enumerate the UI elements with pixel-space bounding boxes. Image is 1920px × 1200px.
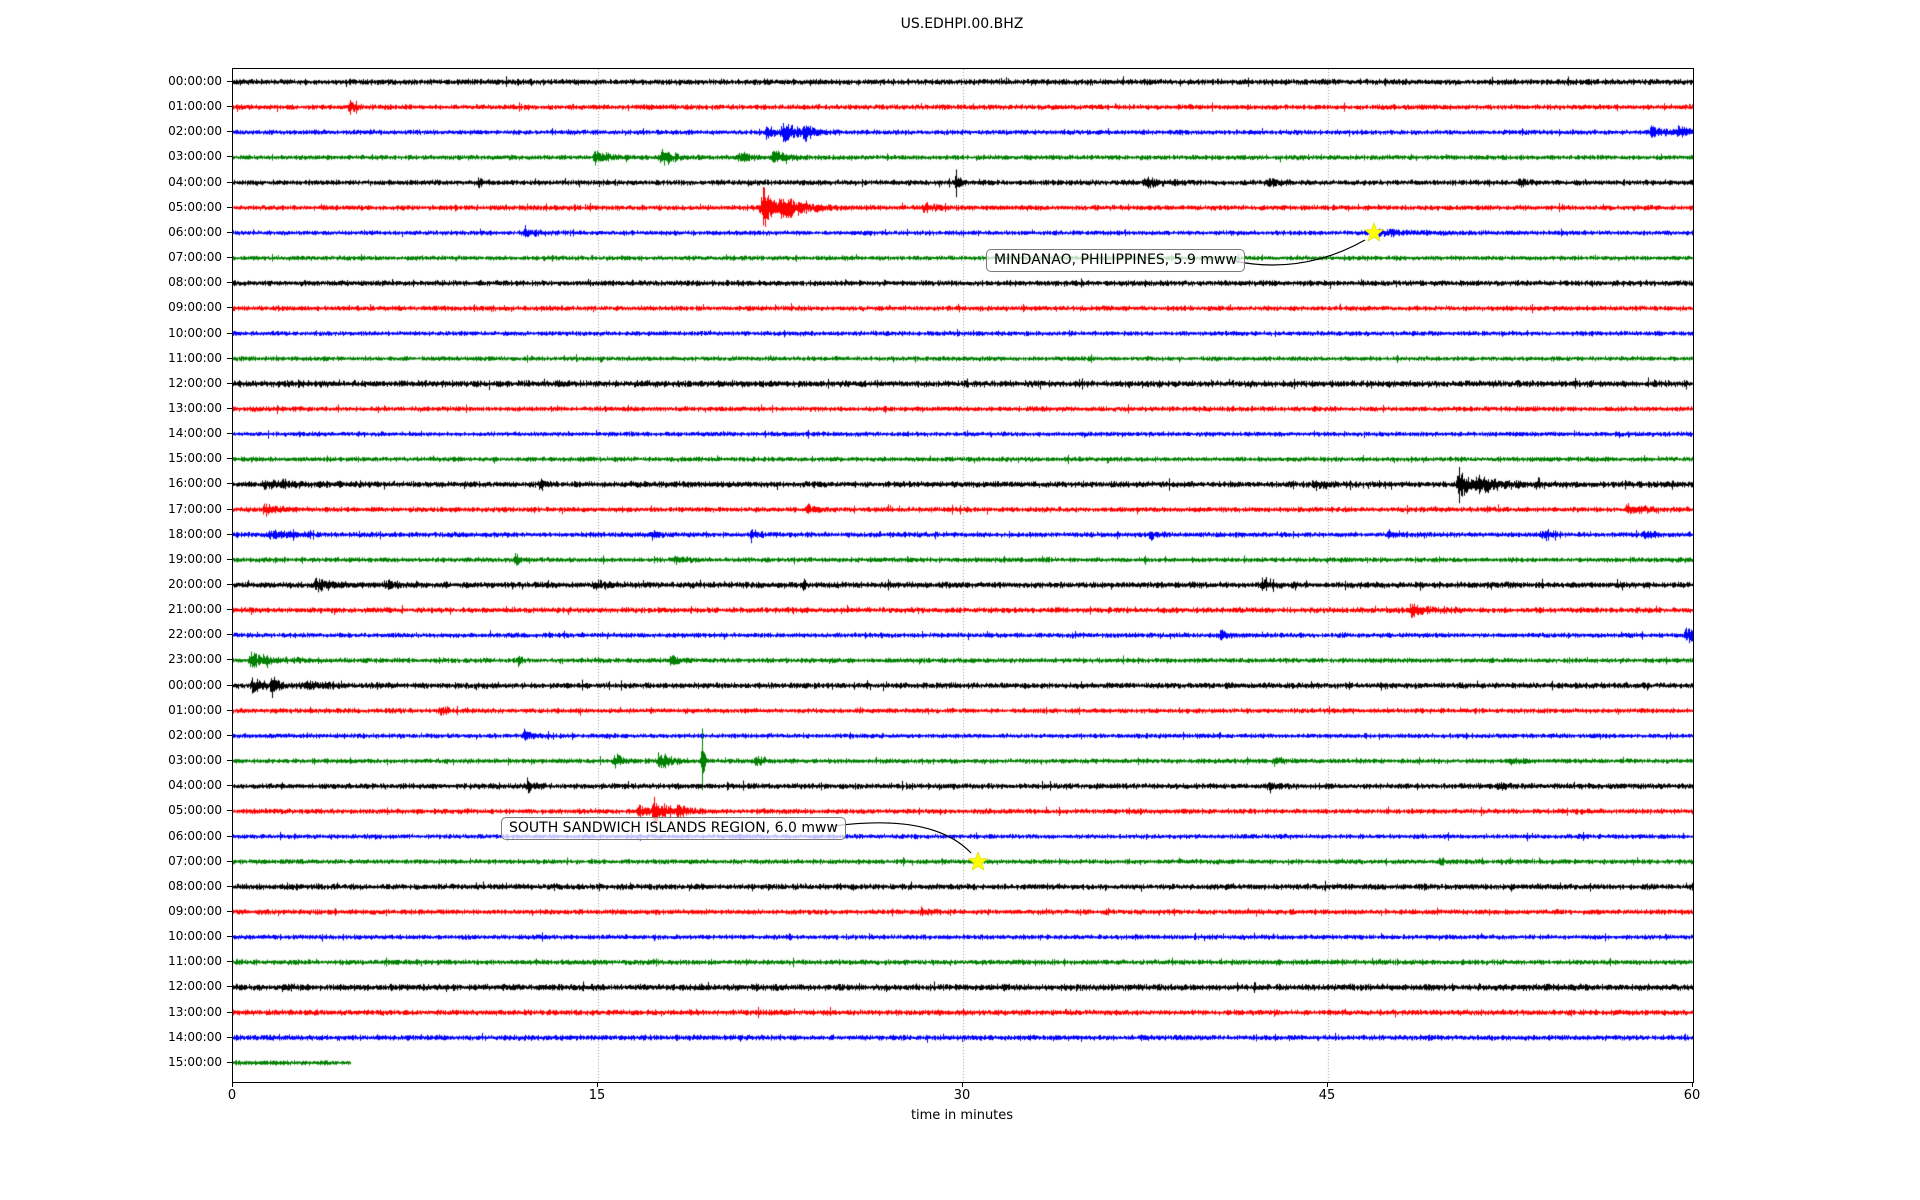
y-tick-mark	[227, 609, 232, 611]
y-tick-label: 09:00:00	[168, 903, 222, 918]
y-tick-mark	[227, 986, 232, 988]
y-tick-label: 12:00:00	[168, 375, 222, 390]
y-tick-mark	[227, 961, 232, 963]
y-axis-labels: 00:00:00 01:00:00 02:00:00 03:00:00 04:00:00…	[0, 68, 222, 1081]
y-tick-mark	[227, 156, 232, 158]
y-tick-mark	[227, 106, 232, 108]
y-tick-label: 06:00:00	[168, 828, 222, 843]
y-tick-mark	[227, 910, 232, 912]
y-tick-mark	[227, 760, 232, 762]
waveform-canvas	[233, 69, 1693, 1082]
plot-area: MINDANAO, PHILIPPINES, 5.9 mww SOUTH SAN…	[232, 68, 1694, 1083]
x-tick-label: 15	[588, 1088, 606, 1103]
y-tick-label: 06:00:00	[168, 224, 222, 239]
y-tick-label: 04:00:00	[168, 778, 222, 793]
y-tick-label: 07:00:00	[168, 853, 222, 868]
y-tick-mark	[227, 785, 232, 787]
x-tick-label: 0	[227, 1088, 237, 1103]
y-tick-label: 04:00:00	[168, 174, 222, 189]
y-tick-label: 10:00:00	[168, 929, 222, 944]
chart-title: US.EDHPI.00.BHZ	[900, 16, 1024, 32]
y-tick-label: 22:00:00	[168, 627, 222, 642]
y-tick-mark	[227, 1011, 232, 1013]
y-tick-mark	[227, 734, 232, 736]
y-tick-mark	[227, 1061, 232, 1063]
y-tick-label: 02:00:00	[168, 124, 222, 139]
y-tick-mark	[227, 810, 232, 812]
x-tick-mark	[597, 1082, 598, 1087]
y-tick-label: 09:00:00	[168, 300, 222, 315]
y-tick-label: 10:00:00	[168, 325, 222, 340]
y-tick-mark	[227, 634, 232, 636]
x-tick-mark	[1327, 1082, 1328, 1087]
y-tick-mark	[227, 533, 232, 535]
y-tick-mark	[227, 936, 232, 938]
y-tick-mark	[227, 282, 232, 284]
y-tick-mark	[227, 332, 232, 334]
y-tick-mark	[227, 835, 232, 837]
x-tick-mark	[1692, 1082, 1693, 1087]
y-tick-label: 08:00:00	[168, 275, 222, 290]
y-tick-label: 12:00:00	[168, 979, 222, 994]
y-tick-mark	[227, 181, 232, 183]
y-tick-label: 23:00:00	[168, 652, 222, 667]
y-tick-mark	[227, 257, 232, 259]
x-tick-mark	[232, 1082, 233, 1087]
y-tick-mark	[227, 382, 232, 384]
y-tick-mark	[227, 206, 232, 208]
y-tick-mark	[227, 81, 232, 82]
y-tick-mark	[227, 584, 232, 585]
y-tick-mark	[227, 684, 232, 686]
y-tick-mark	[227, 558, 232, 560]
x-tick-label: 60	[1683, 1088, 1701, 1103]
y-tick-label: 19:00:00	[168, 551, 222, 566]
x-axis-title: time in minutes	[910, 1108, 1014, 1123]
y-tick-label: 01:00:00	[168, 702, 222, 717]
y-tick-label: 20:00:00	[168, 577, 222, 591]
y-tick-label: 03:00:00	[168, 149, 222, 164]
y-tick-label: 15:00:00	[168, 451, 222, 466]
y-tick-label: 05:00:00	[168, 199, 222, 214]
event-annotation-mindanao: MINDANAO, PHILIPPINES, 5.9 mww	[986, 249, 1245, 272]
y-tick-label: 00:00:00	[168, 677, 222, 692]
y-tick-mark	[227, 709, 232, 711]
y-tick-label: 02:00:00	[168, 727, 222, 742]
x-tick-mark	[962, 1082, 963, 1087]
y-tick-label: 21:00:00	[168, 602, 222, 617]
y-tick-mark	[227, 131, 232, 133]
x-tick-label: 30	[953, 1088, 971, 1103]
y-tick-mark	[227, 458, 232, 460]
y-tick-label: 16:00:00	[168, 476, 222, 491]
y-tick-label: 13:00:00	[168, 1004, 222, 1019]
y-tick-label: 14:00:00	[168, 426, 222, 441]
y-tick-label: 07:00:00	[168, 250, 222, 265]
y-tick-mark	[227, 508, 232, 510]
y-tick-mark	[227, 357, 232, 359]
y-tick-mark	[227, 659, 232, 661]
y-tick-mark	[227, 231, 232, 233]
y-tick-mark	[227, 860, 232, 862]
y-tick-mark	[227, 483, 232, 485]
y-tick-label: 01:00:00	[168, 99, 222, 114]
y-tick-mark	[227, 307, 232, 309]
y-tick-label: 03:00:00	[168, 753, 222, 768]
y-tick-label: 11:00:00	[168, 350, 222, 365]
y-tick-label: 14:00:00	[168, 1029, 222, 1044]
y-tick-label: 15:00:00	[168, 1054, 222, 1069]
y-tick-mark	[227, 433, 232, 435]
y-tick-label: 18:00:00	[168, 526, 222, 541]
y-tick-label: 00:00:00	[168, 74, 222, 88]
y-tick-label: 11:00:00	[168, 954, 222, 969]
y-tick-mark	[227, 885, 232, 887]
x-tick-label: 45	[1318, 1088, 1336, 1103]
y-tick-mark	[227, 407, 232, 409]
y-tick-label: 17:00:00	[168, 501, 222, 516]
y-tick-label: 08:00:00	[168, 878, 222, 893]
y-tick-mark	[227, 1036, 232, 1038]
y-tick-label: 05:00:00	[168, 803, 222, 818]
event-annotation-south-sandwich: SOUTH SANDWICH ISLANDS REGION, 6.0 mww	[501, 817, 846, 840]
y-tick-label: 13:00:00	[168, 400, 222, 415]
